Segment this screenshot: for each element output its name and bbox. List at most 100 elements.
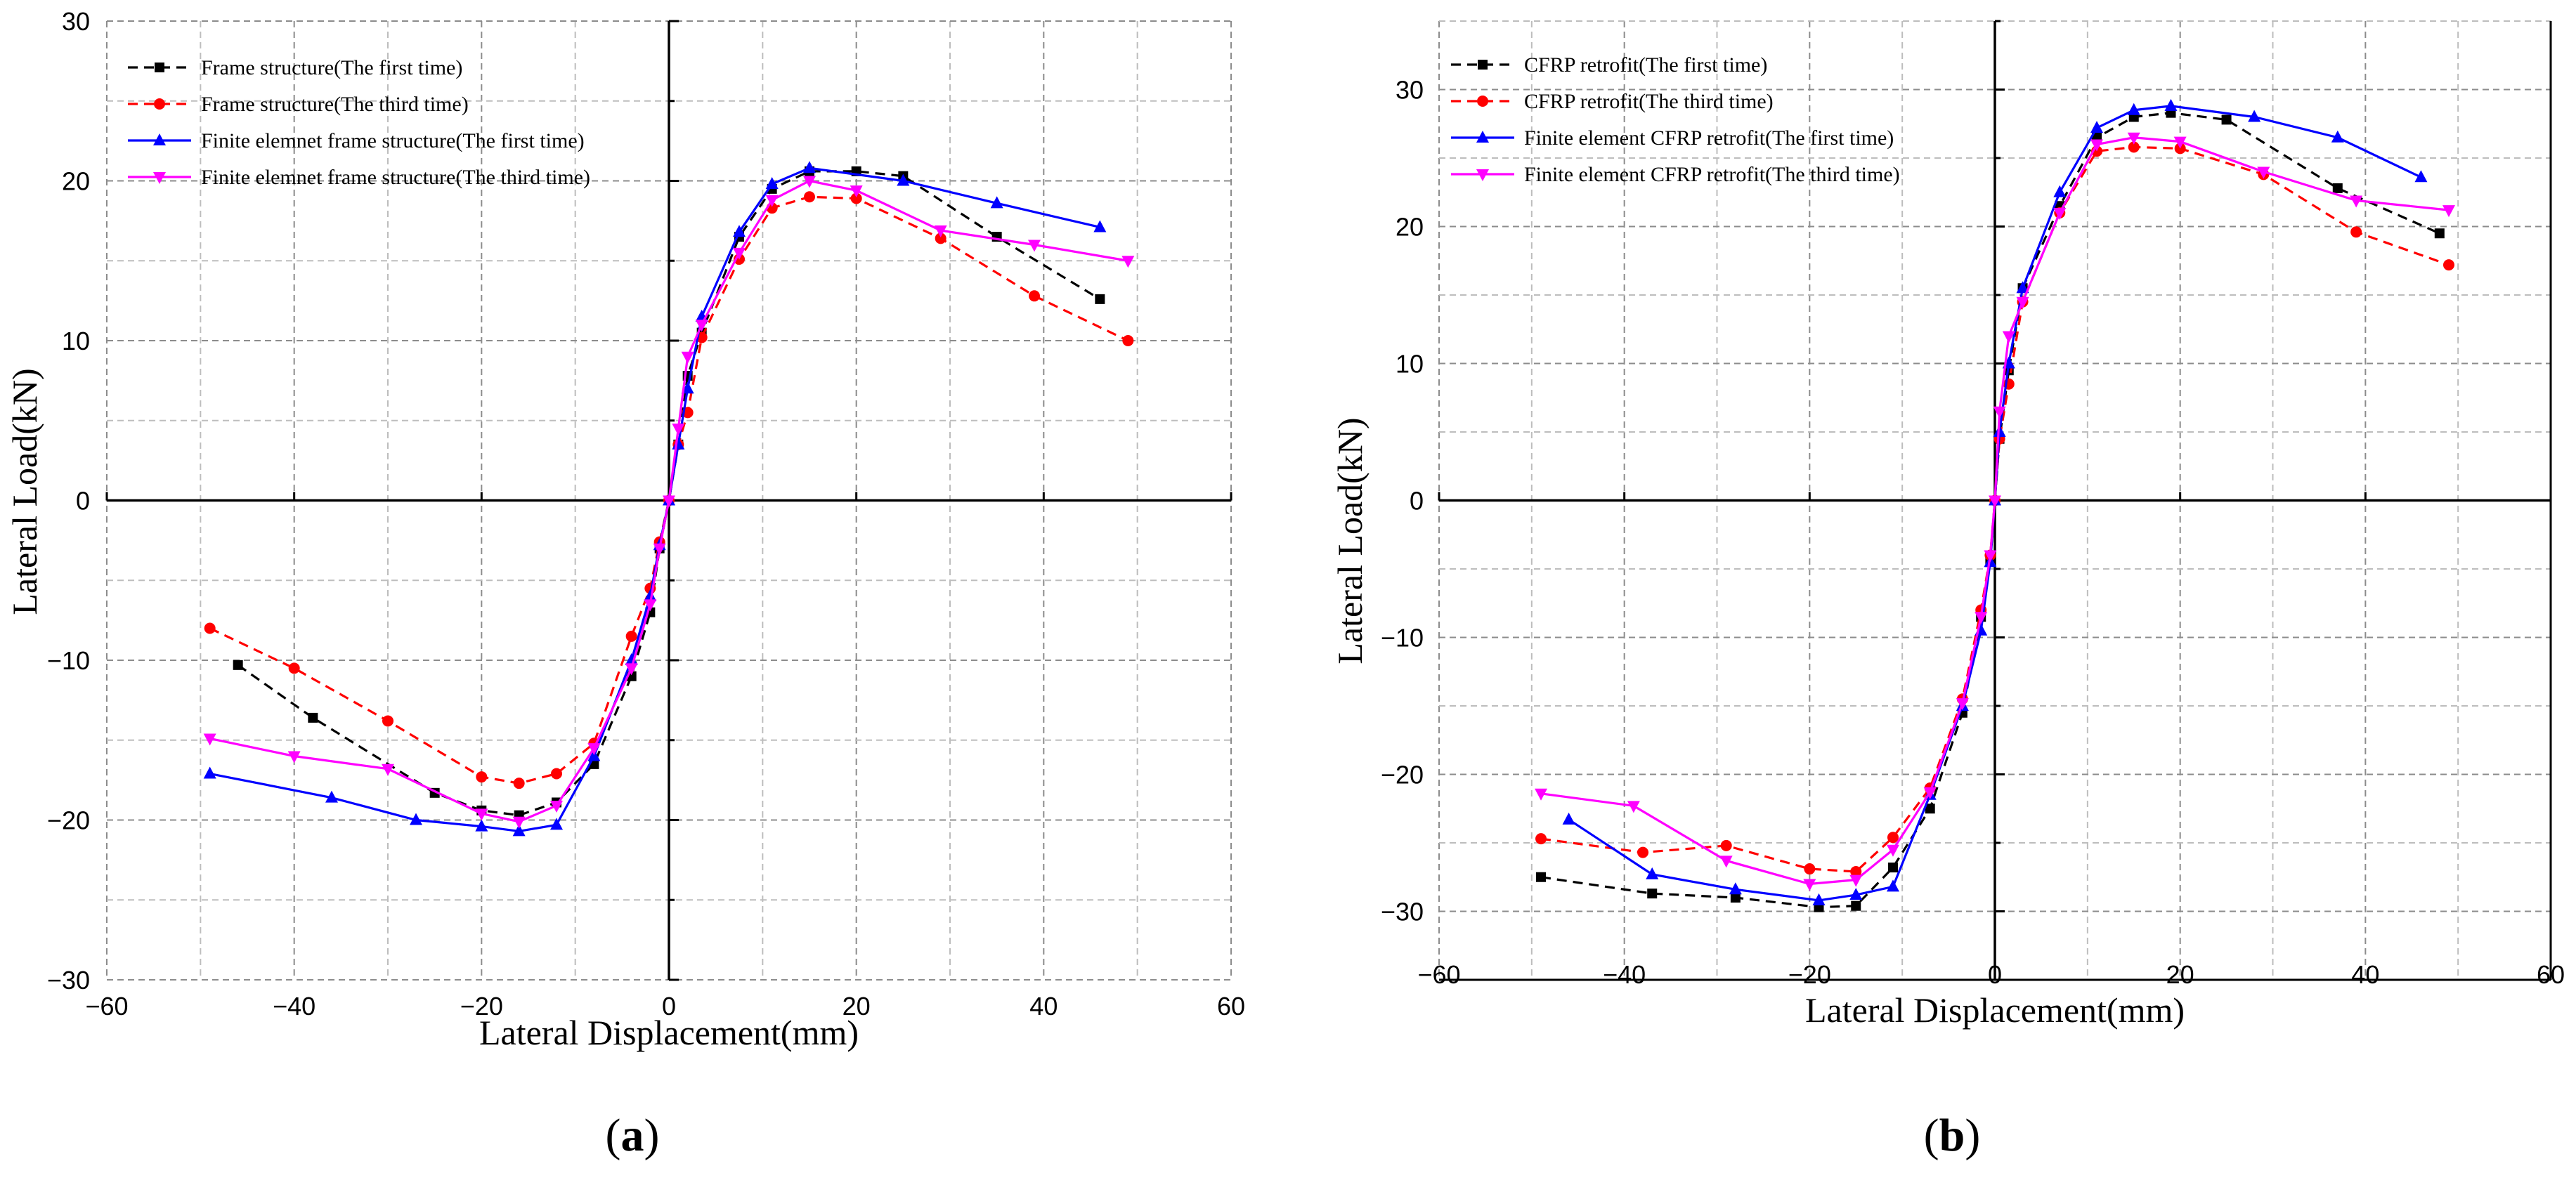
series-1	[1536, 107, 2445, 912]
data-point	[1956, 698, 1969, 711]
data-point	[850, 185, 863, 198]
y-tick-label: 20	[1396, 213, 1424, 242]
data-point	[550, 801, 563, 813]
data-point	[2248, 110, 2261, 122]
data-point	[2442, 259, 2454, 271]
legend-marker	[1476, 131, 1489, 143]
data-point	[2221, 114, 2232, 125]
data-point	[2053, 208, 2067, 220]
data-point	[1925, 804, 1935, 814]
data-point	[2414, 170, 2428, 183]
data-point	[550, 818, 563, 830]
data-point	[653, 543, 666, 556]
data-point	[1536, 872, 1547, 882]
data-point	[2127, 132, 2140, 145]
data-point	[1627, 801, 1640, 813]
y-tick-label: 20	[62, 167, 90, 196]
data-point	[1095, 294, 1105, 304]
data-point	[2164, 98, 2178, 111]
data-point	[551, 768, 562, 780]
data-point	[2090, 139, 2104, 152]
data-point	[1729, 882, 1742, 895]
legend-entry: Frame structure(The third time)	[201, 93, 469, 116]
data-point	[2442, 205, 2455, 218]
y-tick-label: −10	[47, 646, 90, 675]
data-point	[625, 630, 637, 642]
data-point	[2002, 331, 2015, 343]
panel-label: (a)	[606, 1110, 660, 1161]
data-point	[625, 663, 638, 676]
series-4	[203, 176, 1135, 829]
y-axis-title: Lateral Load(kN)	[5, 368, 44, 615]
data-point	[1535, 833, 1547, 845]
data-point	[2127, 103, 2140, 115]
x-tick-label: 20	[2166, 960, 2194, 989]
legend-entry: Finite elemnet frame structure(The first…	[201, 129, 585, 152]
data-point	[850, 192, 862, 204]
x-tick-label: −20	[1788, 960, 1831, 989]
x-tick-label: −20	[460, 992, 503, 1021]
data-point	[1562, 812, 1575, 825]
data-point	[1984, 550, 1997, 563]
data-point	[587, 743, 601, 756]
data-point	[803, 176, 816, 188]
series-line	[237, 170, 1101, 817]
legend: CFRP retrofit(The first time) CFRP retrof…	[1451, 53, 1900, 186]
data-point	[204, 622, 216, 634]
data-point	[2016, 281, 2029, 294]
data-point	[897, 173, 910, 186]
x-tick-label: 0	[1988, 960, 2002, 989]
y-tick-label: −20	[47, 806, 90, 835]
panel-label: (b)	[1924, 1110, 1981, 1161]
data-point	[663, 495, 675, 508]
data-point	[733, 247, 746, 260]
data-point	[1720, 839, 1732, 851]
data-point	[476, 771, 488, 783]
data-point	[382, 763, 394, 776]
data-point	[1122, 335, 1134, 346]
data-point	[681, 351, 694, 364]
y-tick-label: −30	[1381, 898, 1424, 926]
x-tick-label: −60	[1417, 960, 1460, 989]
data-point	[1923, 787, 1937, 799]
y-tick-label: −30	[47, 966, 90, 995]
data-point	[1029, 290, 1040, 302]
data-point	[1993, 406, 2006, 419]
legend-marker	[1478, 60, 1488, 70]
legend-entry: Finite element CFRP retrofit(The third t…	[1524, 163, 1900, 186]
data-point	[1886, 844, 1899, 857]
data-point	[1887, 832, 1899, 844]
data-point	[512, 824, 526, 837]
data-point	[935, 232, 947, 244]
chart-panel-a: −60 −40 −20 0 20 40 60 −30 −20 −10 0 10 20 30 Lateral …	[5, 7, 1245, 1161]
data-point	[1989, 495, 2001, 508]
legend-entry: Finite element CFRP retrofit(The first t…	[1524, 126, 1894, 150]
x-tick-label: 60	[2537, 960, 2565, 989]
data-point	[1812, 893, 1826, 905]
data-point	[934, 225, 947, 238]
data-point	[382, 715, 393, 727]
data-point	[475, 819, 488, 832]
data-point	[513, 778, 525, 789]
y-tick-label: 0	[76, 487, 90, 516]
data-point	[681, 381, 694, 394]
legend-marker	[1476, 169, 1489, 181]
data-point	[765, 177, 779, 190]
data-point	[1887, 863, 1898, 873]
data-point	[2331, 130, 2344, 143]
data-point	[2053, 185, 2067, 197]
legend-marker	[154, 98, 165, 110]
data-point	[2332, 183, 2343, 193]
legend-marker	[1477, 96, 1488, 107]
x-tick-label: 40	[1029, 992, 1058, 1021]
y-tick-label: 30	[62, 7, 90, 36]
data-point	[1647, 889, 1658, 899]
y-tick-label: 0	[1410, 487, 1424, 516]
legend-entry: Frame structure(The first time)	[201, 56, 462, 79]
x-axis-title: Lateral Displacement(mm)	[1805, 990, 2185, 1030]
series-line	[209, 195, 1129, 785]
data-point	[2257, 166, 2270, 179]
data-point	[1719, 855, 1733, 868]
data-point	[2173, 136, 2187, 149]
